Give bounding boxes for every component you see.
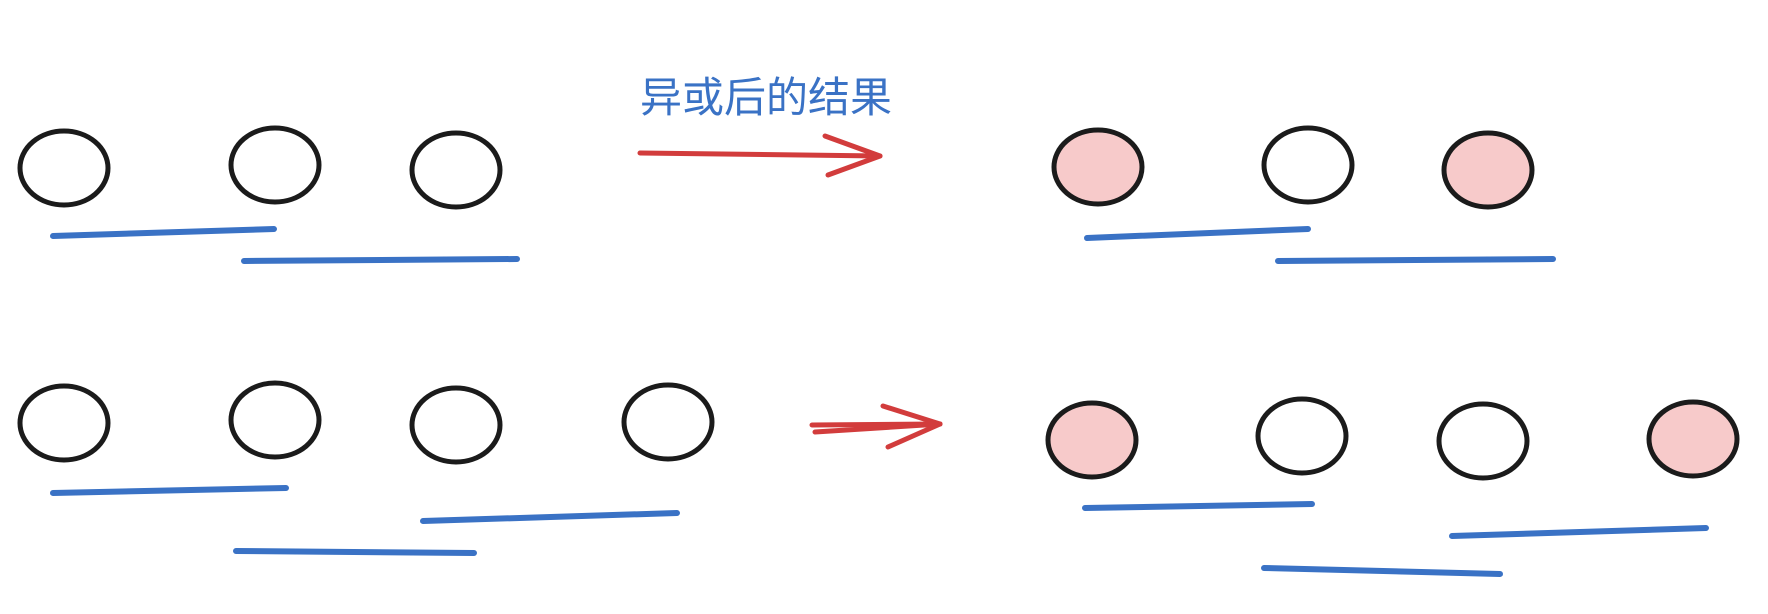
row-1-before-circle-1 bbox=[17, 128, 111, 208]
caption-xor-result: 异或后的结果 bbox=[640, 73, 892, 122]
row-2-before-circle-4 bbox=[621, 382, 715, 462]
row-2-before-circle-2 bbox=[228, 380, 322, 460]
row-2-arrow bbox=[809, 403, 943, 450]
row-1 bbox=[17, 125, 1556, 264]
row-1-after-circle-3 bbox=[1441, 130, 1535, 210]
row-2-after-span-1-2 bbox=[1082, 501, 1315, 511]
row-1-after bbox=[1051, 125, 1556, 264]
row-2 bbox=[17, 380, 1740, 577]
row-2-after-span-2-3 bbox=[1261, 565, 1503, 577]
row-2-after-span-3-4 bbox=[1449, 525, 1709, 539]
row-1-before bbox=[17, 125, 520, 264]
row-1-arrow-head-lower bbox=[825, 153, 883, 178]
row-2-before-span-1-2 bbox=[50, 485, 289, 496]
row-1-before-circle-3 bbox=[409, 130, 503, 210]
row-2-before-circle-1 bbox=[17, 383, 111, 463]
row-1-before-circle-2 bbox=[228, 125, 322, 205]
row-2-after-circle-1 bbox=[1045, 400, 1139, 480]
row-2-arrow-shaft-2 bbox=[812, 421, 943, 435]
row-1-after-circle-1 bbox=[1051, 127, 1145, 207]
row-2-after-circle-4 bbox=[1646, 399, 1740, 479]
row-2-after-circle-3 bbox=[1436, 401, 1530, 481]
row-1-arrow bbox=[637, 133, 883, 178]
row-1-before-span-1-2 bbox=[50, 226, 277, 239]
row-1-arrow-shaft bbox=[637, 150, 883, 159]
row-2-before-span-2-3 bbox=[233, 548, 477, 556]
row-1-after-circle-2 bbox=[1261, 125, 1355, 205]
row-1-after-span-1-2 bbox=[1084, 226, 1311, 241]
row-2-before-span-3-4 bbox=[420, 510, 680, 524]
row-2-after bbox=[1045, 396, 1740, 577]
row-2-after-circle-2 bbox=[1255, 396, 1349, 476]
row-2-before bbox=[17, 380, 715, 556]
row-2-arrow-head-lower bbox=[885, 421, 943, 450]
row-1-after-span-2-3 bbox=[1275, 256, 1556, 264]
row-1-before-span-2-3 bbox=[241, 256, 520, 264]
row-1-arrow-head-upper bbox=[822, 133, 883, 159]
row-2-arrow-head-upper bbox=[880, 403, 943, 427]
row-2-before-circle-3 bbox=[409, 385, 503, 465]
